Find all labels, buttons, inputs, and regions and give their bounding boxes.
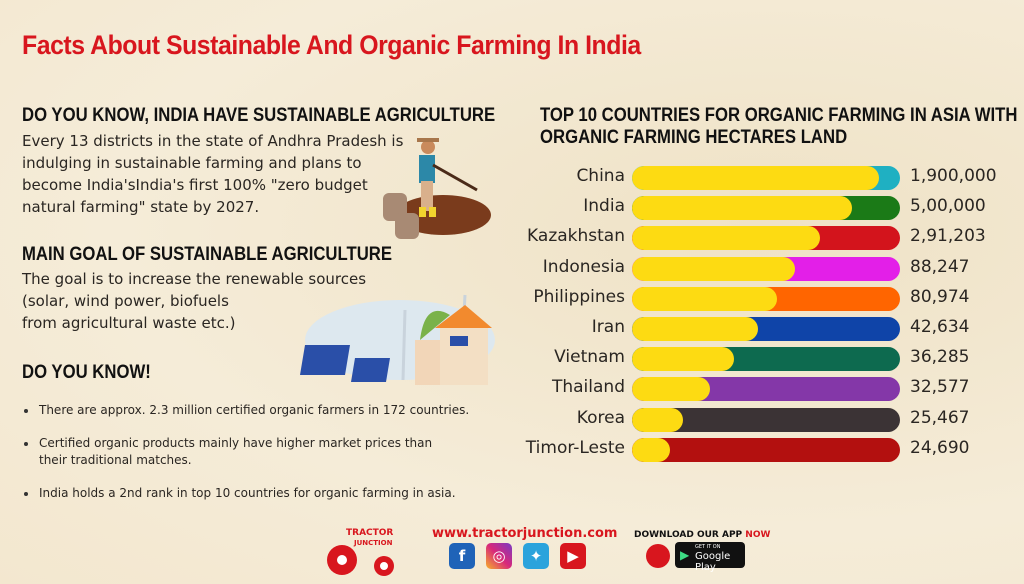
value-label: 25,467 [910,407,970,428]
bar-fill [632,407,683,432]
list-item: India holds a 2nd rank in top 10 countri… [22,485,469,502]
value-label: 1,900,000 [910,166,997,186]
download-text: DOWNLOAD OUR APP [634,530,743,540]
text-line: The goal is to increase the renewable so… [22,270,367,288]
play-icon: ▶ [680,548,690,562]
bar-fill [632,347,734,372]
bar-fill [632,166,879,190]
value-label: 42,634 [910,317,970,337]
download-now-text: NOW [745,530,771,540]
logo-text-line: TRACTOR [346,528,394,538]
category-label: Kazakhstan [527,226,625,247]
text-line: natural farming" state by 2027. [22,198,260,216]
chart-title: TOP 10 COUNTRIES FOR ORGANIC FARMING IN … [540,105,1017,149]
google-play-button[interactable]: ▶ GET IT ON Google Play [675,542,745,573]
list-item: Certified organic products mainly have h… [22,435,469,452]
social-links: f ◎ ✦ ▶ [449,543,597,569]
farmer-illustration [383,138,491,239]
text-line: (solar, wind power, biofuels [22,292,229,310]
section1-text: Every 13 districts in the state of Andhr… [22,130,403,218]
category-label: Philippines [533,286,625,307]
bar-china [632,166,900,190]
bar-vietnam [632,347,900,372]
chart-title-line: TOP 10 COUNTRIES FOR ORGANIC FARMING IN … [540,105,1018,126]
app-icon[interactable] [646,544,670,568]
value-label: 80,974 [910,286,970,307]
section3-heading: DO YOU KNOW! [22,362,151,383]
bar-fill [632,437,670,462]
instagram-icon[interactable]: ◎ [486,543,512,569]
store-small-text: GET IT ON [695,544,721,550]
bar-thailand [632,377,900,402]
value-label: 2,91,203 [910,226,986,247]
bar-fill [632,196,852,221]
value-label: 24,690 [910,437,970,458]
bar-korea [632,407,900,432]
bar-fill [632,377,710,402]
bar-fill [632,226,820,251]
logo-text-line: JUNCTION [354,539,393,547]
website-link[interactable]: www.tractorjunction.com [432,526,618,541]
bar-kazakhstan [632,226,900,251]
page-title: Facts About Sustainable And Organic Farm… [22,30,641,60]
category-label: Iran [591,317,625,337]
renewable-energy-illustration [300,294,495,385]
category-label: Vietnam [554,347,625,368]
bar-india [632,196,900,221]
section1-heading: DO YOU KNOW, INDIA HAVE SUSTAINABLE AGRI… [22,105,496,126]
text-line: become India'sIndia's first 100% "zero b… [22,176,368,194]
value-label: 88,247 [910,256,970,277]
list-item-continuation: their traditional matches. [39,453,192,467]
youtube-icon[interactable]: ▶ [560,543,586,569]
section2-heading: MAIN GOAL OF SUSTAINABLE AGRICULTURE [22,244,392,265]
bar-fill [632,286,777,311]
value-label: 32,577 [910,377,970,398]
chart-title-line: ORGANIC FARMING HECTARES LAND [540,127,848,148]
list-item: There are approx. 2.3 million certified … [22,402,469,419]
text-line: Every 13 districts in the state of Andhr… [22,132,404,150]
facebook-icon[interactable]: f [449,543,475,569]
text-line: from agricultural waste etc.) [22,314,236,332]
category-label: Indonesia [542,256,625,277]
value-label: 36,285 [910,347,970,368]
bar-timor-leste [632,437,900,462]
bar-iran [632,317,900,341]
text-line: indulging in sustainable farming and pla… [22,154,362,172]
tractor-logo-icon [327,545,394,576]
download-label: DOWNLOAD OUR APP NOW [634,530,770,540]
twitter-icon[interactable]: ✦ [523,543,549,569]
category-label: India [583,196,625,217]
store-text: Google Play [695,551,731,573]
bar-fill [632,317,758,341]
category-label: China [576,166,625,186]
category-label: Timor-Leste [525,437,625,458]
tractor-junction-logo: TRACTOR JUNCTION [322,522,407,584]
value-label: 5,00,000 [910,196,986,217]
facts-list: There are approx. 2.3 million certified … [22,402,469,502]
logo-text: TRACTOR JUNCTION [346,528,393,548]
bar-philippines [632,286,900,311]
bar-indonesia [632,256,900,281]
bar-fill [632,256,796,281]
category-label: Korea [576,407,625,428]
category-label: Thailand [551,377,625,398]
section2-text: The goal is to increase the renewable so… [22,268,366,334]
